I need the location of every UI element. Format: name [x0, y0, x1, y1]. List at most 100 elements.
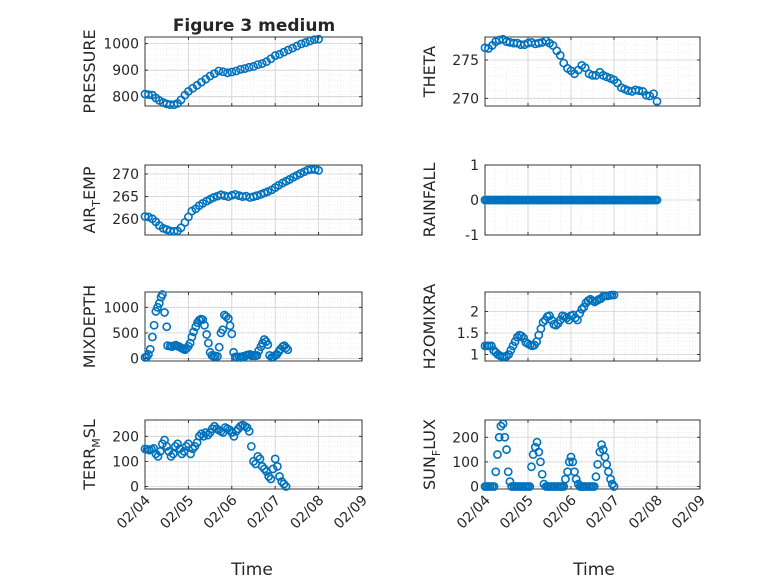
terr_msl-point [257, 462, 267, 471]
pressure-point [210, 69, 219, 79]
mixdepth-point [283, 345, 293, 355]
terr_msl-point [281, 482, 291, 491]
mixdepth-point [189, 327, 199, 337]
mixdepth-markers [140, 290, 293, 362]
air_temp-ylabel: AIRTEMP [80, 166, 103, 233]
h2omixra-ytick-label: 1.5 [457, 326, 479, 342]
theta-axes-box [484, 36, 701, 107]
h2omixra-point [577, 304, 587, 314]
terr_msl-ytick-label: 0 [130, 479, 139, 495]
mixdepth-ylabel: MIXDEPTH [80, 285, 99, 368]
sun_flux-ytick-label: 0 [470, 480, 479, 496]
terr_msl-point [266, 474, 276, 484]
terr_msl-point [164, 446, 174, 456]
pressure-markers [140, 34, 323, 110]
pressure-ylabel: PRESSURE [80, 29, 99, 113]
air_temp-ytick-label: 260 [112, 212, 139, 228]
mixdepth-point [221, 312, 231, 321]
theta-ytick-label: 270 [452, 91, 479, 107]
sun_flux-point [609, 482, 619, 491]
h2omixra-point [609, 290, 619, 300]
sun_flux-ylabel: SUNFLUX [420, 419, 443, 490]
mixdepth-point [203, 338, 213, 348]
theta-point [555, 51, 565, 60]
mixdepth-point [202, 330, 212, 339]
h2omixra-ytick-label: 2 [470, 304, 479, 320]
mixdepth-point [145, 344, 155, 354]
x-axis-label-right: Time [572, 560, 615, 580]
terr_msl-point [253, 451, 263, 461]
terr_msl-point [168, 449, 178, 459]
mixdepth-point [160, 308, 169, 317]
pressure-point [257, 59, 267, 68]
sun_flux-xtick-label: 02/04 [454, 492, 494, 532]
theta-point [649, 89, 658, 99]
mixdepth-point [187, 332, 197, 342]
pressure-point [231, 66, 241, 76]
sun_flux-point [502, 445, 511, 454]
sun_flux-point [496, 421, 506, 431]
terr_msl-ylabel: TERRMSL [80, 419, 103, 491]
pressure-point [309, 35, 319, 45]
terr_msl-xtick-label: 02/06 [201, 492, 241, 532]
h2omixra-ytick-label: 1 [470, 348, 479, 364]
rainfall-markers [480, 195, 662, 205]
terr_msl-point [151, 449, 161, 459]
sun_flux-point [606, 474, 615, 484]
mixdepth-ytick-label: 0 [130, 351, 139, 367]
theta-ylabel: THETA [420, 46, 439, 98]
sun_flux-xtick-label: 02/05 [497, 493, 537, 533]
pressure-point [270, 51, 280, 60]
sun_flux-point [566, 452, 576, 462]
subplot-theta: 270 275 THETA [420, 34, 701, 107]
terr_msl-point [231, 426, 241, 436]
h2omixra-point [547, 315, 557, 325]
pressure-point [227, 67, 237, 77]
terr_msl-xtick-label: 02/04 [114, 492, 154, 532]
mixdepth-point [252, 350, 262, 360]
mixdepth-point [214, 342, 224, 352]
pressure-point [292, 41, 302, 51]
terr_msl-xtick-label: 02/08 [288, 493, 328, 533]
sun_flux-ytick-label: 100 [452, 455, 479, 471]
theta-ytick-label: 275 [452, 53, 479, 69]
terr_msl-point [255, 454, 265, 464]
air_temp-axes-box [144, 164, 363, 236]
mixdepth-point [198, 315, 208, 324]
theta-point [588, 70, 597, 80]
air_temp-point [314, 166, 323, 175]
mixdepth-point [157, 290, 167, 299]
terr_msl-point [268, 464, 278, 474]
sun_flux-xtick-label: 02/09 [669, 493, 709, 533]
air_temp-ytick-label: 265 [112, 190, 139, 206]
air_temp-markers [140, 165, 323, 236]
mixdepth-point [153, 302, 162, 312]
mixdepth-point [213, 351, 222, 361]
sun_flux-point [525, 482, 535, 491]
terr_msl-point [229, 431, 239, 441]
pressure-plot-area [145, 37, 362, 106]
mixdepth-point [147, 332, 157, 342]
terr_msl-point [275, 472, 284, 481]
pressure-point [305, 36, 315, 46]
sun_flux-point [532, 437, 542, 447]
mixdepth-point [281, 343, 291, 353]
terr_msl-point [194, 431, 204, 441]
mixdepth-ytick-label: 500 [112, 326, 139, 342]
h2omixra-markers [480, 290, 619, 362]
h2omixra-point [517, 331, 526, 341]
subplot-h2omixra: 1 1.5 2 H2OMIXRA [420, 284, 701, 369]
figure-title: Figure 3 medium [173, 16, 335, 36]
sun_flux-point [568, 457, 578, 467]
air_temp-point [169, 226, 179, 236]
terr_msl-xtick-label: 02/05 [157, 493, 197, 533]
theta-point [652, 97, 662, 106]
mixdepth-point [225, 321, 235, 331]
sun_flux-point [597, 440, 606, 450]
pressure-axes-box [144, 36, 363, 107]
h2omixra-point [506, 345, 516, 355]
terr_msl-point [277, 477, 287, 486]
